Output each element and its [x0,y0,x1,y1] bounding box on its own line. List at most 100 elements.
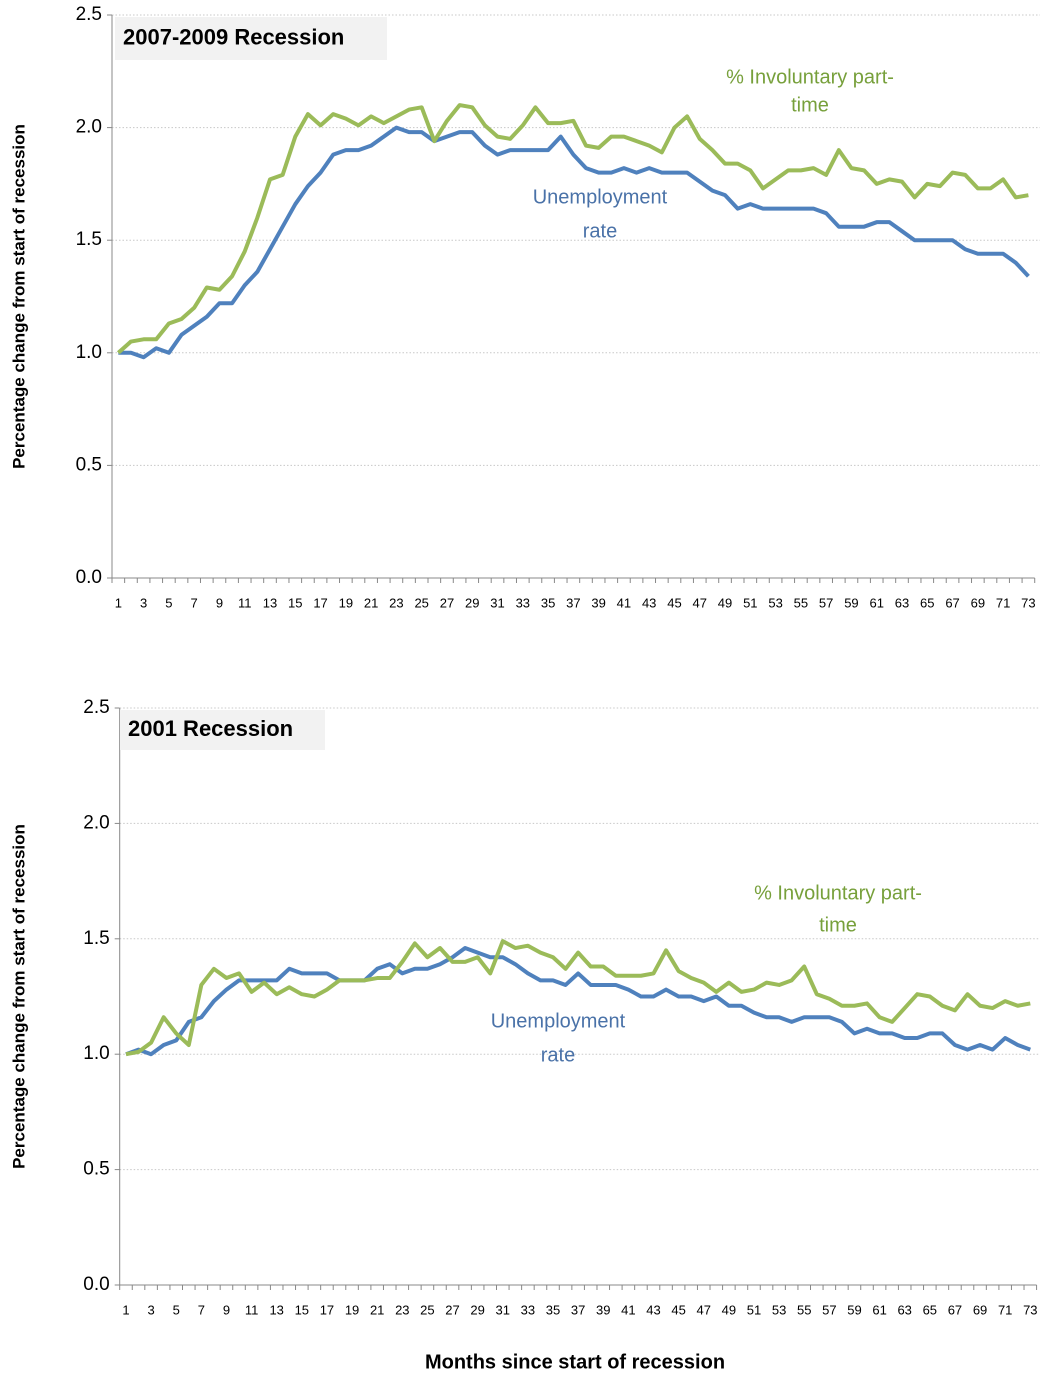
x-tick-label: 47 [693,595,707,610]
x-tick-label: 17 [320,1302,334,1317]
x-tick-label: 7 [198,1302,205,1317]
x-tick-label: 13 [269,1302,283,1317]
x-tick-label: 37 [566,595,580,610]
x-tick-label: 49 [718,595,732,610]
x-tick-label: 35 [541,595,555,610]
x-tick-label: 55 [797,1302,811,1317]
y-tick-label: 1.0 [83,1043,109,1064]
series-label: % Involuntary part- [726,66,894,88]
x-tick-label: 55 [794,595,808,610]
series-label: time [791,94,829,116]
series-label: rate [583,220,617,242]
series-line [125,946,1031,1057]
y-tick-label: 0.0 [76,567,102,588]
y-tick-label: 1.5 [83,928,109,949]
x-tick-label: 65 [923,1302,937,1317]
x-tick-label: 41 [617,595,631,610]
x-tick-label: 59 [847,1302,861,1317]
series-label: Unemployment [533,186,668,208]
x-tick-label: 21 [370,1302,384,1317]
x-tick-label: 21 [364,595,378,610]
series-label: % Involuntary part- [754,882,922,904]
series-label: time [819,914,857,936]
y-tick-label: 0.5 [76,454,102,475]
x-tick-label: 51 [747,1302,761,1317]
x-tick-label: 29 [465,595,479,610]
y-tick-label: 1.5 [76,229,102,250]
x-tick-label: 67 [945,595,959,610]
x-tick-label: 63 [897,1302,911,1317]
x-tick-label: 1 [115,595,122,610]
x-tick-label: 57 [822,1302,836,1317]
x-tick-label: 19 [339,595,353,610]
x-tick-label: 31 [490,595,504,610]
x-tick-label: 63 [895,595,909,610]
x-tick-label: 37 [571,1302,585,1317]
y-tick-label: 2.5 [76,4,102,25]
y-tick-label: 2.0 [83,812,109,833]
y-tick-label: 2.5 [83,697,109,718]
x-tick-label: 61 [869,595,883,610]
x-tick-label: 51 [743,595,757,610]
x-tick-label: 47 [697,1302,711,1317]
series-line [118,125,1030,360]
x-tick-label: 31 [496,1302,510,1317]
x-tick-label: 71 [998,1302,1012,1317]
series-label: Unemployment [491,1010,626,1032]
x-tick-label: 45 [671,1302,685,1317]
y-tick-label: 0.0 [83,1274,109,1295]
x-tick-label: 39 [591,595,605,610]
series-line [116,103,1029,355]
series-label: rate [541,1044,575,1066]
x-tick-label: 53 [768,595,782,610]
x-tick-label: 25 [420,1302,434,1317]
x-tick-label: 5 [173,1302,180,1317]
x-tick-label: 27 [445,1302,459,1317]
x-tick-label: 41 [621,1302,635,1317]
x-tick-label: 15 [295,1302,309,1317]
x-tick-label: 11 [245,1302,259,1317]
x-tick-label: 19 [345,1302,359,1317]
chart-title: 2007-2009 Recession [123,24,344,49]
x-tick-label: 67 [948,1302,962,1317]
x-tick-label: 59 [844,595,858,610]
x-tick-label: 9 [216,595,223,610]
x-tick-label: 3 [140,595,147,610]
x-tick-label: 27 [440,595,454,610]
x-tick-label: 65 [920,595,934,610]
x-tick-label: 23 [389,595,403,610]
x-tick-label: 15 [288,595,302,610]
y-tick-label: 2.0 [76,117,102,138]
x-tick-label: 5 [165,595,172,610]
x-tick-label: 69 [971,595,985,610]
x-tick-label: 39 [596,1302,610,1317]
x-tick-label: 35 [546,1302,560,1317]
x-tick-label: 17 [313,595,327,610]
x-tick-label: 53 [772,1302,786,1317]
series-line [125,939,1031,1057]
x-axis-title: Months since start of recession [425,1351,725,1373]
x-tick-label: 49 [722,1302,736,1317]
x-tick-label: 7 [191,595,198,610]
x-tick-label: 57 [819,595,833,610]
x-tick-label: 43 [646,1302,660,1317]
x-tick-label: 3 [147,1302,154,1317]
y-tick-label: 0.5 [83,1159,109,1180]
x-tick-label: 69 [973,1302,987,1317]
x-tick-label: 73 [1023,1302,1037,1317]
y-axis-title: Percentage change from start of recessio… [9,124,28,469]
x-tick-label: 33 [521,1302,535,1317]
x-tick-label: 73 [1021,595,1035,610]
x-tick-label: 9 [223,1302,230,1317]
title-box [120,710,325,750]
x-tick-label: 11 [238,595,252,610]
x-tick-label: 71 [996,595,1010,610]
x-tick-label: 1 [122,1302,129,1317]
x-tick-label: 61 [872,1302,886,1317]
title-box [115,17,387,60]
y-axis-title: Percentage change from start of recessio… [9,824,28,1169]
x-tick-label: 29 [470,1302,484,1317]
x-tick-label: 23 [395,1302,409,1317]
x-tick-label: 13 [263,595,277,610]
